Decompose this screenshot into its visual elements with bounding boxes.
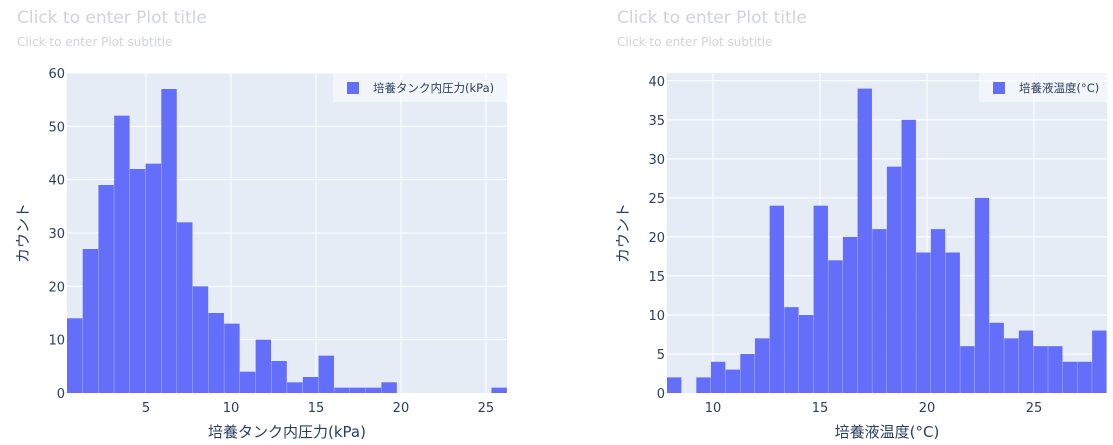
y-axis-title: カウント xyxy=(614,203,632,263)
histogram-bar[interactable] xyxy=(960,346,975,393)
histogram-bar[interactable] xyxy=(1048,346,1063,393)
y-tick-label: 40 xyxy=(48,174,65,189)
histogram-bar[interactable] xyxy=(349,387,366,393)
plot-subtitle[interactable]: Click to enter Plot subtitle xyxy=(617,35,772,49)
y-tick-label: 0 xyxy=(657,387,665,402)
histogram-bar[interactable] xyxy=(754,338,770,393)
histogram-bar[interactable] xyxy=(667,377,682,393)
histogram-bar[interactable] xyxy=(769,205,784,393)
histogram-bar[interactable] xyxy=(98,185,114,393)
legend-swatch[interactable] xyxy=(347,82,359,94)
x-tick-label: 15 xyxy=(308,401,325,416)
histogram-bar[interactable] xyxy=(381,382,397,393)
histogram-bar[interactable] xyxy=(67,318,83,393)
y-tick-label: 25 xyxy=(648,192,665,207)
y-tick-label: 30 xyxy=(48,227,65,242)
histogram-bar[interactable] xyxy=(239,371,256,393)
histogram-bar[interactable] xyxy=(302,377,319,393)
x-tick-label: 10 xyxy=(705,401,722,416)
histogram-bar[interactable] xyxy=(1062,361,1078,393)
histogram-bar[interactable] xyxy=(813,205,828,393)
histogram-bar[interactable] xyxy=(255,339,272,393)
y-tick-label: 60 xyxy=(48,67,65,82)
x-tick-label: 5 xyxy=(142,401,150,416)
histogram-bar[interactable] xyxy=(872,229,887,393)
histogram-bar[interactable] xyxy=(161,89,177,393)
plot-title[interactable]: Click to enter Plot title xyxy=(17,8,207,28)
y-tick-label: 15 xyxy=(648,270,665,285)
histogram-bar[interactable] xyxy=(145,163,162,393)
x-tick-label: 15 xyxy=(812,401,829,416)
plot-subtitle[interactable]: Click to enter Plot subtitle xyxy=(17,35,172,49)
histogram-bar[interactable] xyxy=(989,322,1004,393)
histogram-bar[interactable] xyxy=(725,369,740,393)
histogram-bar[interactable] xyxy=(1077,361,1092,393)
histogram-bar[interactable] xyxy=(828,260,843,393)
histogram-bar[interactable] xyxy=(82,249,99,393)
chart-1: Click to enter Plot title Click to enter … xyxy=(14,8,507,441)
histogram-bar[interactable] xyxy=(696,377,711,393)
x-tick-label: 20 xyxy=(393,401,410,416)
histogram-bar[interactable] xyxy=(886,166,902,393)
plot-title[interactable]: Click to enter Plot title xyxy=(617,8,807,28)
histogram-bar[interactable] xyxy=(930,229,946,393)
y-tick-label: 20 xyxy=(48,280,65,295)
histogram-bar[interactable] xyxy=(710,361,726,393)
histogram-bar[interactable] xyxy=(224,323,240,393)
legend-box xyxy=(333,73,507,102)
y-tick-label: 35 xyxy=(648,114,665,129)
histogram-bar[interactable] xyxy=(1018,330,1034,393)
histogram-bar[interactable] xyxy=(945,252,960,393)
histogram-bar[interactable] xyxy=(114,115,130,394)
y-tick-label: 5 xyxy=(657,348,665,363)
legend-label[interactable]: 培養液温度(°C) xyxy=(1019,81,1099,95)
y-tick-label: 10 xyxy=(648,309,665,324)
y-tick-label: 0 xyxy=(57,387,65,402)
histogram-bar[interactable] xyxy=(365,387,382,393)
histogram-bar[interactable] xyxy=(798,314,814,393)
histogram-bar[interactable] xyxy=(974,197,990,393)
y-tick-label: 30 xyxy=(648,153,665,168)
y-tick-label: 10 xyxy=(48,334,65,349)
histogram-bar[interactable] xyxy=(1004,338,1019,393)
histogram-bar[interactable] xyxy=(177,222,193,393)
histogram-bar[interactable] xyxy=(916,252,931,393)
legend-swatch[interactable] xyxy=(993,82,1005,94)
x-tick-label: 25 xyxy=(478,401,495,416)
histogram-bar[interactable] xyxy=(901,119,916,393)
y-tick-label: 40 xyxy=(648,75,665,90)
x-axis-title: 培養液温度(°C) xyxy=(835,423,940,441)
x-tick-label: 10 xyxy=(223,401,240,416)
x-axis-title: 培養タンク内圧力(kPa) xyxy=(208,423,366,441)
x-tick-label: 20 xyxy=(919,401,936,416)
y-tick-label: 20 xyxy=(648,231,665,246)
histogram-bar[interactable] xyxy=(287,382,303,393)
legend-label[interactable]: 培養タンク内圧力(kPa) xyxy=(373,81,494,95)
histogram-bar[interactable] xyxy=(192,286,209,393)
histogram-bar[interactable] xyxy=(740,353,755,393)
histogram-bar[interactable] xyxy=(129,169,146,393)
histogram-bar[interactable] xyxy=(318,355,334,393)
y-tick-label: 50 xyxy=(48,120,65,135)
histogram-bar[interactable] xyxy=(857,88,872,394)
histogram-bar[interactable] xyxy=(334,387,350,393)
histogram-bar[interactable] xyxy=(1033,346,1048,393)
histogram-bar[interactable] xyxy=(491,387,507,393)
histogram-bar[interactable] xyxy=(1092,330,1107,393)
histogram-bar[interactable] xyxy=(271,361,287,393)
x-tick-label: 25 xyxy=(1026,401,1043,416)
y-axis-title: カウント xyxy=(14,203,32,263)
histogram-bar[interactable] xyxy=(784,307,799,393)
histogram-bar[interactable] xyxy=(842,236,858,393)
chart-2: Click to enter Plot title Click to enter … xyxy=(614,8,1107,441)
histogram-bar[interactable] xyxy=(208,313,224,393)
